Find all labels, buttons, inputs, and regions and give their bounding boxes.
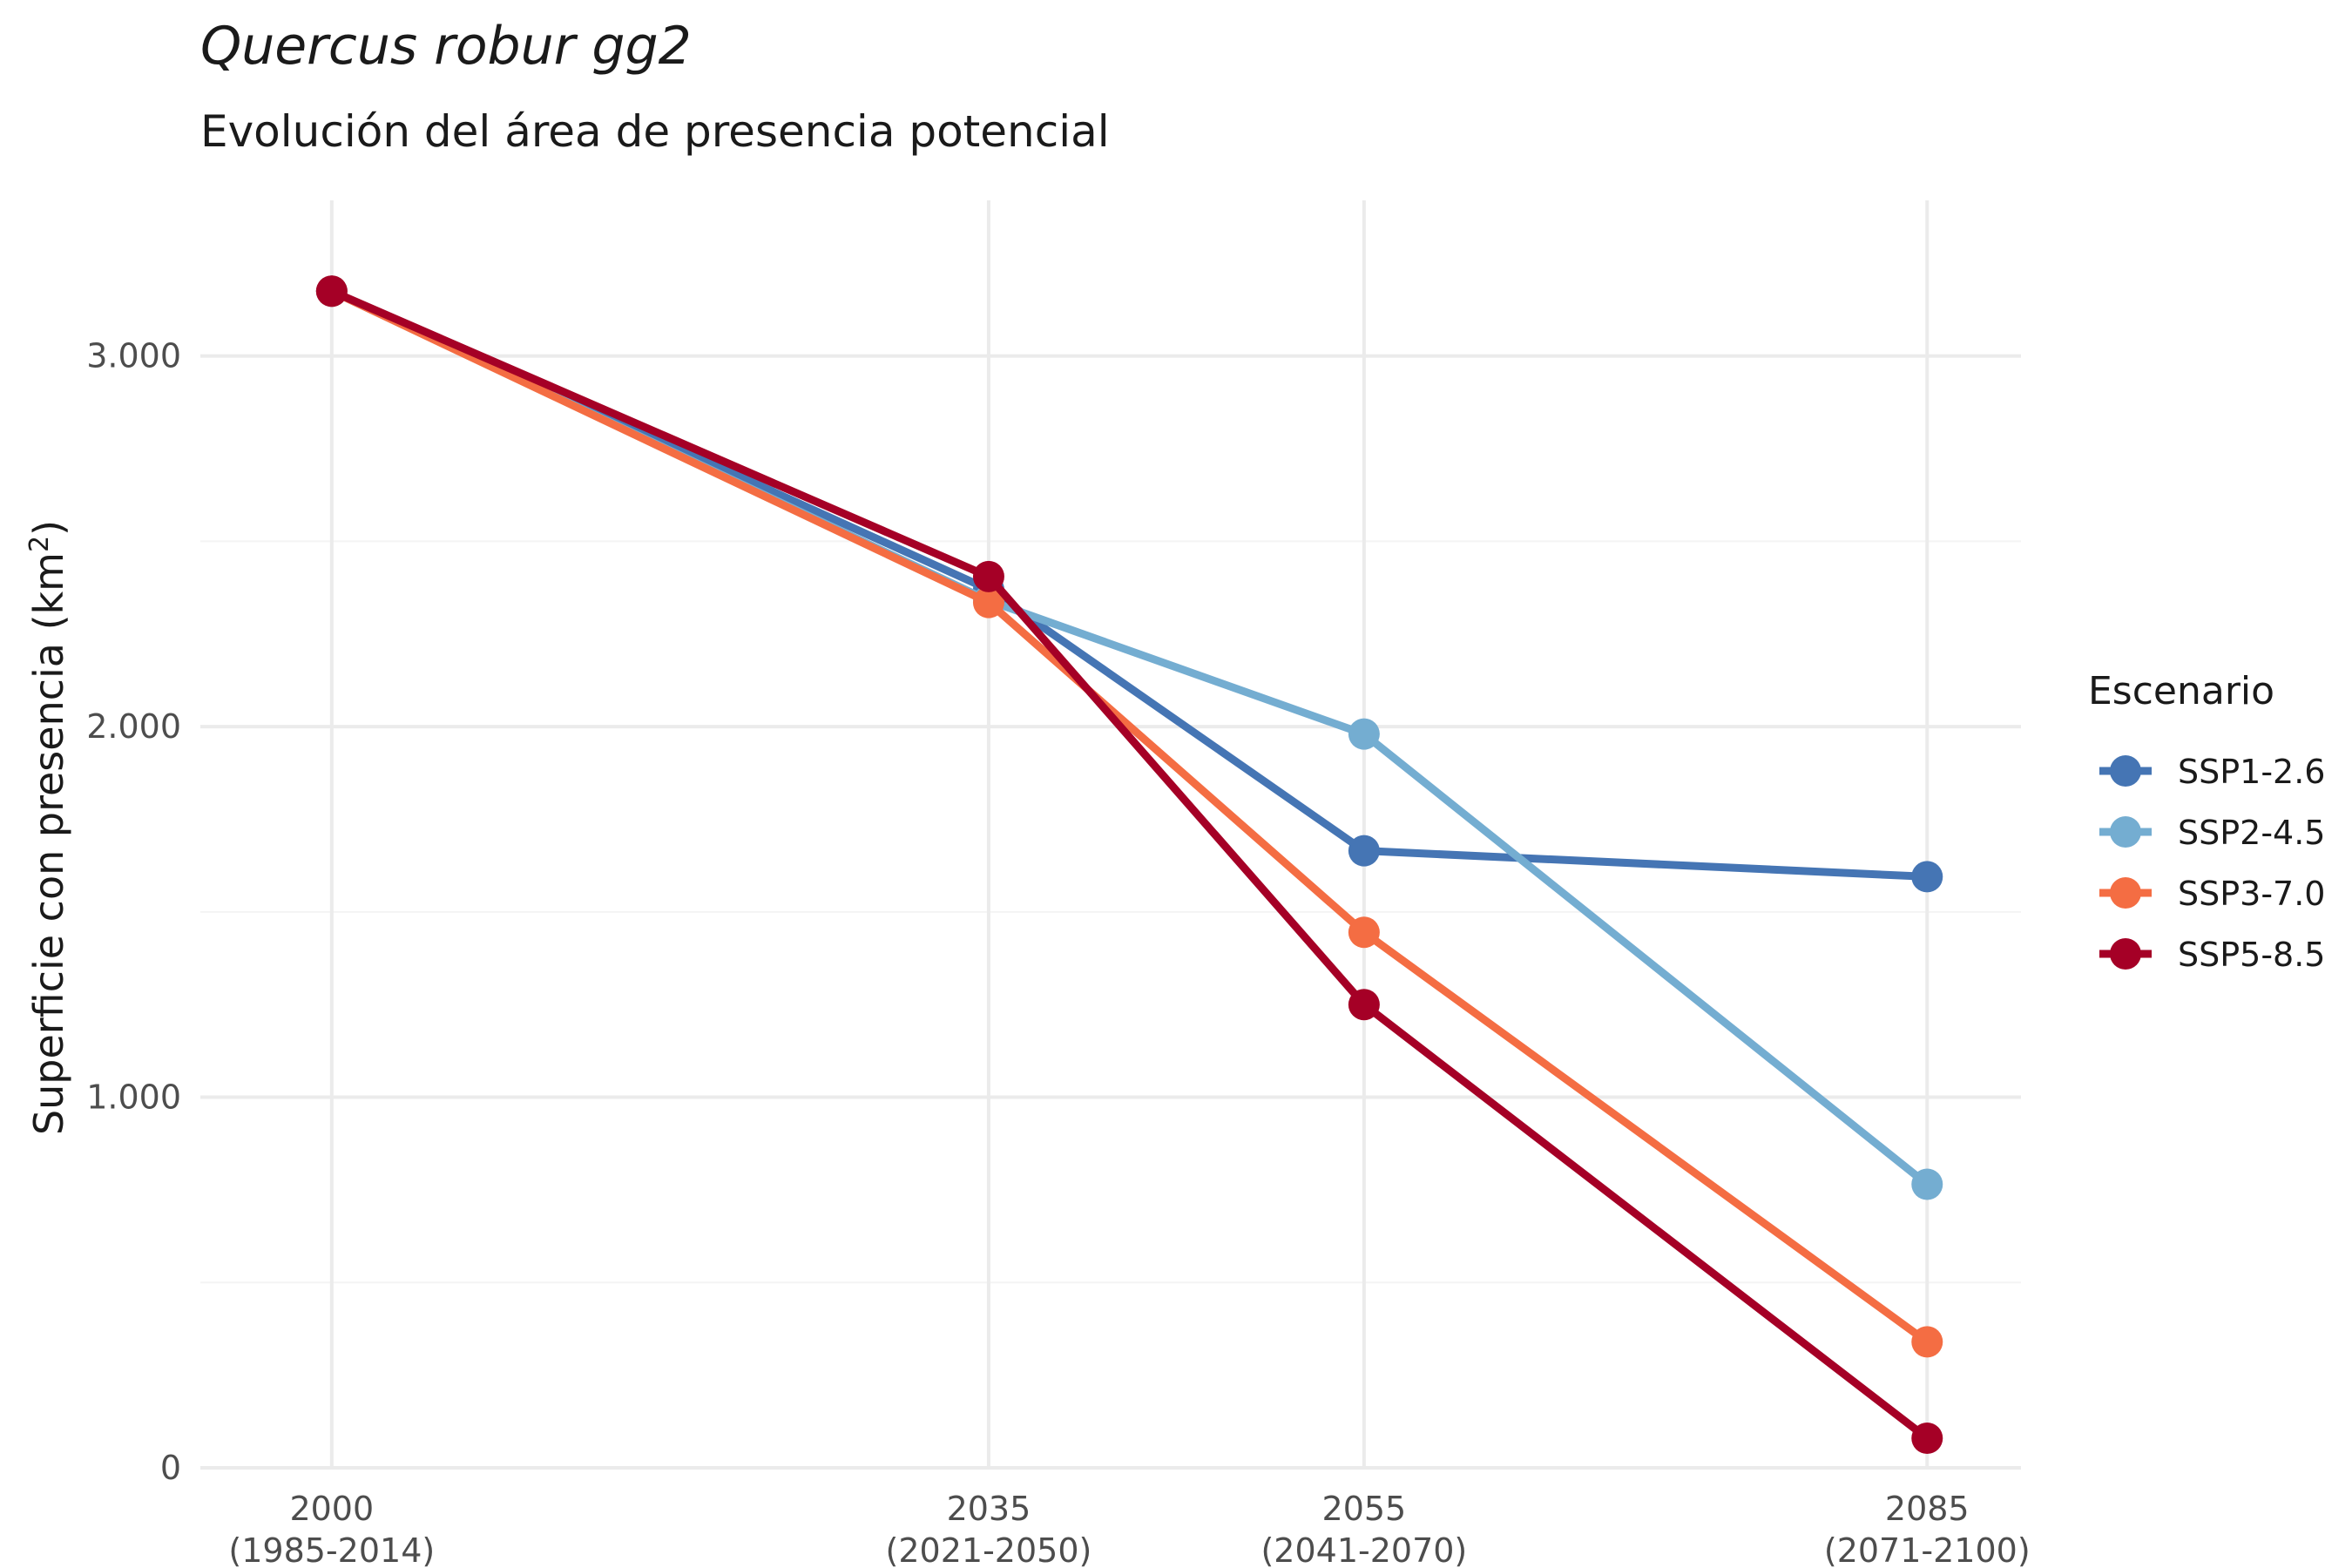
legend-label: SSP5-8.5 [2178,936,2325,974]
data-point [1348,718,1380,750]
data-point [1348,916,1380,949]
grid-lines [200,200,2021,1470]
legend-item: SSP2-4.5 [2099,814,2325,852]
x-tick-label: 2000 (1985-2014) [228,1490,435,1568]
x-tick-label: 2035 (2021-2050) [886,1490,1092,1568]
chart-subtitle: Evolución del área de presencia potencia… [200,106,1110,157]
legend-key-point [2110,816,2141,848]
legend-item: SSP5-8.5 [2099,936,2325,974]
y-axis-ticks: 0 1.000 2.000 3.000 [86,337,181,1487]
x-tick-label: 2085 (2071-2100) [1824,1490,2031,1568]
legend-label: SSP1-2.6 [2178,753,2325,791]
series-line [328,287,1931,1443]
y-tick-label: 3.000 [86,337,181,375]
legend-item: SSP1-2.6 [2099,753,2325,791]
data-point [1911,1326,1943,1358]
legend-key-point [2110,755,2141,787]
data-point [972,560,1004,592]
legend: Escenario SSP1-2.6 SSP2-4.5 SSP3-7.0 SSP5-8… [2088,669,2325,974]
series-line [328,287,1931,1346]
legend-item: SSP3-7.0 [2099,875,2325,913]
legend-key-point [2110,877,2141,909]
series-lines [315,275,1943,1454]
data-point [1911,1168,1943,1200]
y-tick-label: 0 [160,1449,181,1487]
chart-title: Quercus robur gg2 [200,16,692,77]
data-point [1348,835,1380,867]
data-point [1348,989,1380,1021]
data-point [972,586,1004,618]
data-point [315,275,348,308]
legend-key-point [2110,938,2141,970]
legend-label: SSP2-4.5 [2178,814,2325,852]
x-axis-ticks: 2000 (1985-2014) 2035 (2021-2050) 2055 (2041-… [228,1490,2030,1568]
series-line [328,287,1931,881]
x-tick-label: 2055 (2041-2070) [1260,1490,1467,1568]
series-ssp3-7-0 [315,275,1943,1358]
y-tick-label: 1.000 [86,1078,181,1117]
data-point [1911,1422,1943,1454]
legend-label: SSP3-7.0 [2178,875,2325,913]
y-tick-label: 2.000 [86,707,181,746]
series-ssp1-2-6 [315,275,1943,893]
legend-title: Escenario [2088,669,2274,713]
series-ssp5-8-5 [315,275,1943,1454]
y-axis-label: Superficie con presencia (km2) [24,520,73,1135]
data-point [1911,861,1943,893]
